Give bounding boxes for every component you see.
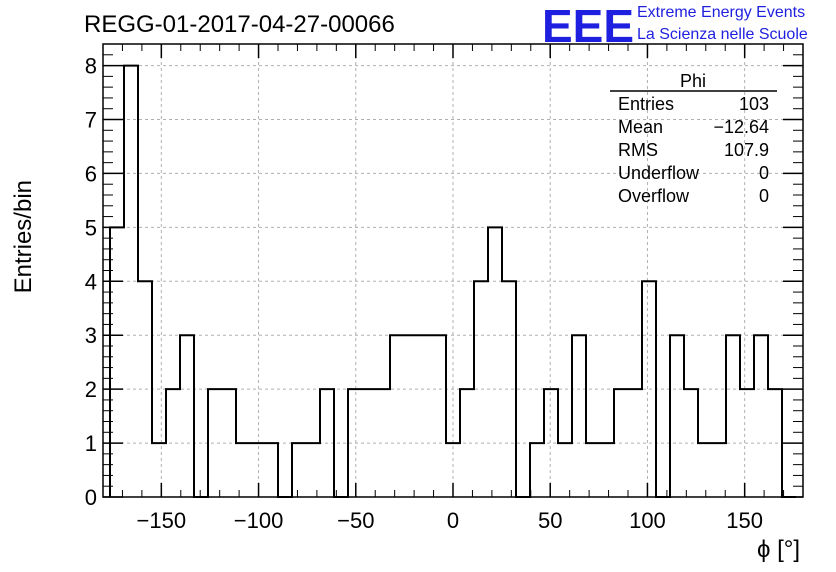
x-tick-label: −100 [234, 508, 284, 533]
stats-value-entries: 103 [739, 94, 769, 114]
stats-value-underflow: 0 [759, 163, 769, 183]
x-axis-label: ϕ [°] [757, 536, 800, 563]
stats-label-overflow: Overflow [618, 186, 690, 206]
x-tick-label: −150 [137, 508, 187, 533]
stats-value-overflow: 0 [759, 186, 769, 206]
x-tick-label: 100 [629, 508, 666, 533]
logo-line-2: La Scienza nelle Scuole [637, 26, 808, 43]
y-tick-label: 4 [85, 269, 97, 294]
logo-line-1: Extreme Energy Events [637, 4, 805, 21]
stats-value-rms: 107.9 [724, 140, 769, 160]
stats-label-underflow: Underflow [618, 163, 700, 183]
y-tick-label: 3 [85, 323, 97, 348]
x-tick-label: 150 [726, 508, 763, 533]
stats-value-mean: −12.64 [713, 117, 769, 137]
plot-frame [102, 43, 804, 498]
x-tick-labels: −150 −100 −50 0 50 100 150 [137, 508, 763, 533]
axis-ticks [102, 44, 804, 498]
y-tick-label: 5 [85, 215, 97, 240]
y-tick-labels: 0 1 2 3 4 5 6 7 8 [85, 54, 97, 510]
y-tick-label: 2 [85, 377, 97, 402]
x-tick-label: −50 [337, 508, 374, 533]
stats-label-rms: RMS [618, 140, 658, 160]
y-tick-label: 1 [85, 431, 97, 456]
x-tick-label: 0 [447, 508, 459, 533]
x-tick-label: 50 [538, 508, 562, 533]
eee-logo: EEE Extreme Energy Events La Scienza nel… [542, 0, 808, 52]
y-tick-label: 8 [85, 54, 97, 79]
y-axis-label: Entries/bin [10, 180, 37, 293]
stats-title: Phi [680, 71, 706, 91]
stats-box: Phi Entries 103 Mean −12.64 RMS 107.9 Un… [610, 71, 777, 206]
y-tick-label: 0 [85, 485, 97, 510]
y-tick-label: 6 [85, 161, 97, 186]
y-tick-label: 7 [85, 108, 97, 133]
stats-label-mean: Mean [618, 117, 663, 137]
grid-lines [103, 44, 803, 497]
chart-title: REGG-01-2017-04-27-00066 [84, 11, 395, 38]
stats-label-entries: Entries [618, 94, 674, 114]
histogram-series [109, 64, 796, 498]
